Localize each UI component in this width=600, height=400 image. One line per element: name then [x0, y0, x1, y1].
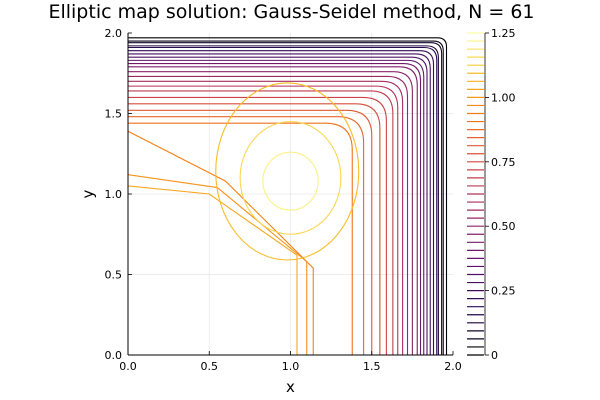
x-tick-label: 0.0 — [119, 360, 137, 373]
contour-line — [128, 53, 431, 355]
contour-line — [128, 63, 422, 355]
contour-line — [128, 75, 409, 355]
contour-line — [128, 66, 418, 355]
colorbar-tick-label: 0.75 — [491, 156, 516, 169]
x-tick-label: 2.0 — [444, 360, 462, 373]
contour-line — [127, 174, 308, 355]
contour-line — [128, 37, 448, 355]
contour-loop — [239, 120, 342, 235]
chart-title: Elliptic map solution: Gauss-Seidel meth… — [48, 1, 535, 23]
contour-lines — [127, 37, 448, 355]
contour-line — [127, 130, 314, 355]
y-tick-label: 0.5 — [105, 269, 123, 282]
contour-line — [128, 116, 365, 355]
contour-line — [128, 42, 443, 355]
contour-line — [127, 185, 298, 355]
contour-loop — [262, 151, 319, 211]
contour-line — [128, 90, 394, 355]
contour-line — [128, 46, 438, 355]
contour-loop — [215, 82, 360, 261]
y-tick-label: 1.5 — [105, 108, 123, 121]
y-tick-label: 2.0 — [105, 27, 123, 40]
x-tick-label: 1.5 — [363, 360, 381, 373]
colorbar-tick-label: 0 — [491, 349, 498, 362]
x-tick-label: 0.5 — [201, 360, 219, 373]
colorbar-tick-label: 0.25 — [491, 285, 516, 298]
y-tick-label: 1.0 — [105, 188, 123, 201]
contour-line — [128, 59, 425, 355]
contour-line — [128, 85, 399, 355]
colorbar-tick-label: 1.25 — [491, 27, 516, 40]
y-axis-label: y — [79, 189, 97, 198]
colorbar: 0 0.25 0.50 0.75 1.00 1.25 — [467, 27, 516, 362]
contour-line — [128, 80, 404, 355]
x-axis-label: x — [286, 378, 295, 396]
contour-line — [128, 40, 444, 355]
x-tick-label: 1.0 — [282, 360, 300, 373]
contour-line — [128, 50, 435, 355]
contour-line — [128, 56, 428, 355]
colorbar-tick-label: 1.00 — [491, 91, 516, 104]
contour-line — [128, 96, 387, 355]
contour-line — [128, 109, 373, 355]
contour-line — [128, 71, 413, 355]
y-tick-label: 0.0 — [105, 349, 123, 362]
contour-line — [128, 122, 353, 355]
colorbar-tick-label: 0.50 — [491, 220, 516, 233]
axis-ticks: 0.0 0.5 1.0 1.5 2.0 0.0 0.5 1.0 1.5 2.0 — [105, 27, 462, 373]
contour-line — [128, 103, 381, 355]
contour-line — [128, 45, 439, 355]
